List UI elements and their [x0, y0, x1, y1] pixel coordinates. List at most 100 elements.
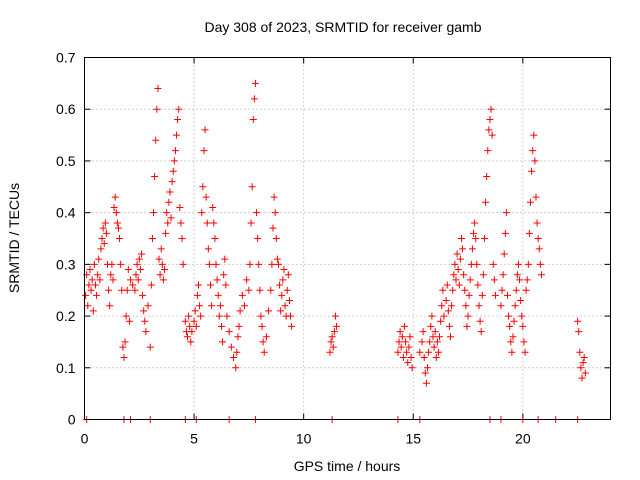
- data-point: [450, 271, 458, 279]
- data-point: [270, 193, 278, 201]
- data-point: [459, 245, 467, 253]
- data-point: [184, 333, 192, 341]
- data-point: [238, 291, 246, 299]
- data-point: [523, 276, 531, 284]
- data-point: [203, 219, 211, 227]
- y-tick-label: 0.4: [56, 205, 76, 221]
- data-point: [205, 260, 213, 268]
- data-point: [86, 266, 94, 274]
- data-point: [204, 245, 212, 253]
- data-point: [235, 322, 243, 330]
- data-point: [113, 219, 121, 227]
- data-point: [111, 193, 119, 201]
- data-point: [158, 260, 166, 268]
- data-point: [193, 291, 201, 299]
- data-point: [527, 198, 535, 206]
- data-point: [454, 266, 462, 274]
- y-tick-label: 0: [68, 412, 76, 428]
- data-point: [478, 291, 486, 299]
- data-point: [461, 286, 469, 294]
- data-point: [142, 328, 150, 336]
- data-point: [201, 126, 209, 134]
- data-point: [437, 317, 445, 325]
- data-point: [396, 328, 404, 336]
- data-point: [428, 312, 436, 320]
- data-point: [487, 105, 495, 113]
- data-point: [488, 131, 496, 139]
- data-point: [98, 235, 106, 242]
- data-point: [125, 317, 133, 325]
- data-point: [511, 302, 519, 310]
- data-point: [209, 203, 217, 211]
- data-point: [500, 250, 508, 258]
- data-point: [448, 302, 456, 310]
- data-point: [254, 235, 262, 242]
- data-point: [524, 260, 532, 268]
- data-point: [97, 245, 105, 253]
- data-point: [475, 302, 483, 310]
- data-point: [150, 209, 158, 217]
- data-point: [427, 322, 435, 330]
- data-point: [221, 255, 229, 263]
- data-point: [395, 338, 403, 346]
- data-point: [470, 229, 478, 237]
- data-point: [117, 260, 125, 268]
- data-point: [169, 167, 177, 175]
- data-point: [457, 235, 465, 242]
- data-point: [397, 343, 405, 351]
- data-point: [268, 260, 276, 268]
- data-point: [171, 147, 179, 155]
- data-point: [174, 116, 182, 124]
- data-point: [328, 333, 336, 341]
- data-point: [444, 307, 452, 315]
- data-point: [521, 348, 529, 356]
- data-point: [532, 193, 540, 201]
- data-point: [507, 338, 515, 346]
- data-point: [269, 224, 277, 232]
- data-point: [436, 333, 444, 341]
- data-point: [213, 276, 221, 284]
- data-point: [267, 286, 275, 294]
- data-point: [581, 369, 589, 377]
- data-point: [534, 235, 542, 242]
- data-point: [331, 312, 339, 320]
- data-point: [121, 338, 129, 346]
- data-point: [119, 343, 127, 351]
- data-point: [199, 183, 207, 191]
- data-point: [179, 260, 187, 268]
- data-point: [430, 343, 438, 351]
- data-point: [529, 147, 537, 155]
- data-point: [116, 235, 124, 242]
- data-point: [443, 281, 451, 289]
- data-point: [579, 359, 587, 367]
- data-point: [419, 328, 427, 336]
- data-point: [426, 338, 434, 346]
- data-point: [243, 276, 251, 284]
- y-tick-label: 0.3: [56, 256, 76, 272]
- data-point: [155, 255, 163, 263]
- data-point: [245, 286, 253, 294]
- data-point: [200, 147, 208, 155]
- data-point: [329, 343, 337, 351]
- data-point: [96, 276, 104, 284]
- data-point: [502, 209, 510, 217]
- data-point: [109, 276, 117, 284]
- data-point: [326, 348, 334, 356]
- data-point: [432, 353, 440, 361]
- data-point: [101, 219, 109, 227]
- data-point: [464, 312, 472, 320]
- data-point: [163, 209, 171, 217]
- data-point: [251, 79, 259, 87]
- data-point: [246, 260, 254, 268]
- data-point: [484, 147, 492, 155]
- data-point: [512, 286, 520, 294]
- data-point: [154, 85, 162, 93]
- data-point: [578, 374, 586, 382]
- data-point: [256, 286, 264, 294]
- data-point: [455, 281, 463, 289]
- data-point: [425, 348, 433, 356]
- data-point: [227, 343, 235, 351]
- data-point: [399, 353, 407, 361]
- data-point: [486, 116, 494, 124]
